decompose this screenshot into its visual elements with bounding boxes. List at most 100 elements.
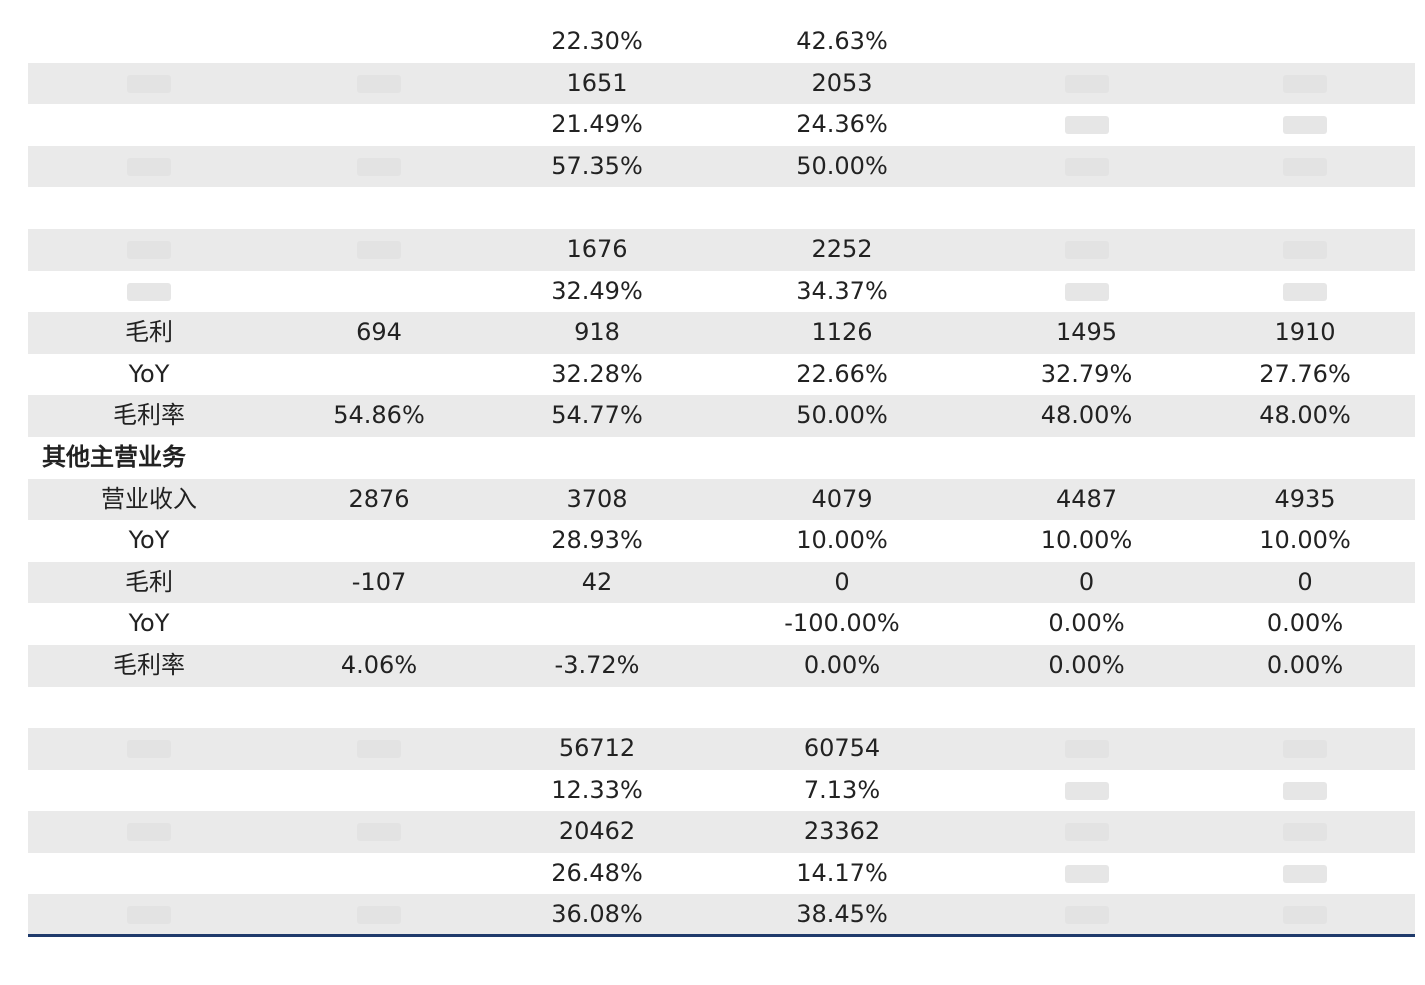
redacted-value bbox=[127, 157, 171, 176]
table-cell bbox=[1195, 770, 1415, 812]
row-label bbox=[28, 21, 270, 63]
table-cell bbox=[978, 63, 1195, 105]
row-label bbox=[28, 811, 270, 853]
redacted-value bbox=[357, 74, 401, 93]
redacted-value bbox=[1283, 864, 1327, 883]
redacted-value bbox=[1283, 282, 1327, 301]
row-label bbox=[28, 104, 270, 146]
row-label: 毛利率 bbox=[113, 401, 185, 430]
table-cell: 24.36% bbox=[796, 110, 888, 139]
table-cell: 42.63% bbox=[796, 27, 888, 55]
redacted-value bbox=[1064, 781, 1109, 800]
table-cell: 48.00% bbox=[1040, 401, 1133, 430]
table-cell: 4935 bbox=[1274, 484, 1336, 513]
redacted-value bbox=[1283, 740, 1327, 759]
redacted-value bbox=[357, 240, 401, 259]
table-cell bbox=[978, 187, 1195, 229]
table-cell: 34.37% bbox=[796, 276, 888, 305]
table-cell: 0 bbox=[1297, 567, 1313, 596]
table-cell: 0.00% bbox=[1266, 650, 1344, 679]
table-cell bbox=[978, 104, 1195, 146]
table-cell: 14.17% bbox=[796, 858, 888, 887]
table-cell: -107 bbox=[351, 567, 407, 596]
table-row: YoY 28.93% 10.00% 10.00% 10.00% bbox=[28, 520, 1415, 562]
row-label: 毛利 bbox=[125, 318, 173, 347]
table-cell: 1651 bbox=[566, 68, 628, 97]
table-cell bbox=[270, 770, 488, 812]
table-cell bbox=[1195, 229, 1415, 271]
table-row: 20462 23362 bbox=[28, 811, 1415, 853]
table-cell bbox=[1195, 687, 1415, 729]
redacted-value bbox=[127, 282, 171, 301]
table-cell bbox=[1195, 853, 1415, 895]
table-cell bbox=[270, 894, 488, 936]
table-cell bbox=[978, 853, 1195, 895]
table-row: 毛利率 4.06% -3.72% 0.00% 0.00% 0.00% bbox=[28, 644, 1415, 687]
redacted-value bbox=[1064, 240, 1109, 259]
table-cell: 4.06% bbox=[340, 650, 418, 679]
table-cell bbox=[1195, 146, 1415, 188]
table-cell: 2053 bbox=[811, 68, 873, 97]
table-cell: 54.86% bbox=[333, 401, 425, 430]
table-cell bbox=[270, 354, 488, 396]
table-cell bbox=[270, 21, 488, 63]
table-row bbox=[28, 687, 1415, 729]
table-cell bbox=[978, 770, 1195, 812]
redacted-value bbox=[357, 906, 401, 925]
table-cell bbox=[1195, 21, 1415, 63]
redacted-value bbox=[127, 74, 171, 93]
table-cell bbox=[706, 187, 978, 229]
table-cell: 0.00% bbox=[803, 650, 881, 679]
table-cell bbox=[488, 437, 706, 479]
table-cell: 694 bbox=[356, 318, 402, 347]
table-cell: 32.79% bbox=[1040, 359, 1133, 388]
table-cell bbox=[270, 63, 488, 105]
redacted-value bbox=[1283, 74, 1327, 93]
table-cell: 27.76% bbox=[1259, 359, 1351, 388]
redacted-value bbox=[1064, 157, 1109, 176]
table-cell bbox=[1195, 271, 1415, 313]
table-row: 12.33% 7.13% bbox=[28, 770, 1415, 812]
financial-table: 22.30% 42.63% 1651 2053 21.49% 24.36% 57.35% 50… bbox=[28, 21, 1415, 937]
table-cell: 1910 bbox=[1274, 318, 1336, 347]
table-cell bbox=[978, 229, 1195, 271]
table-cell: 22.30% bbox=[551, 27, 643, 55]
table-cell bbox=[1195, 104, 1415, 146]
table-row: 毛利 694 918 1126 1495 1910 bbox=[28, 312, 1415, 354]
table-cell bbox=[978, 894, 1195, 936]
table-row: 毛利率 54.86% 54.77% 50.00% 48.00% 48.00% bbox=[28, 395, 1415, 437]
row-label: 毛利率 bbox=[113, 650, 185, 679]
table-row: 22.30% 42.63% bbox=[28, 21, 1415, 63]
redacted-value bbox=[1064, 282, 1109, 301]
row-label: YoY bbox=[128, 526, 170, 555]
table-cell: 28.93% bbox=[551, 526, 643, 555]
table-cell: 1495 bbox=[1055, 318, 1118, 347]
row-label bbox=[28, 229, 270, 271]
table-cell: 0.00% bbox=[1266, 609, 1344, 638]
table-row: 其他主营业务 bbox=[28, 437, 1415, 479]
table-cell bbox=[1195, 728, 1415, 770]
table-cell bbox=[270, 687, 488, 729]
table-cell bbox=[706, 437, 978, 479]
table-cell: 32.49% bbox=[551, 276, 643, 305]
table-cell: 0 bbox=[834, 567, 850, 596]
table-cell bbox=[270, 104, 488, 146]
table-cell bbox=[978, 146, 1195, 188]
table-row: 21.49% 24.36% bbox=[28, 104, 1415, 146]
row-label bbox=[28, 853, 270, 895]
table-cell bbox=[978, 271, 1195, 313]
table-row: 1676 2252 bbox=[28, 228, 1415, 271]
redacted-value bbox=[127, 906, 171, 925]
table-cell bbox=[978, 687, 1195, 729]
table-cell bbox=[270, 603, 488, 645]
table-cell bbox=[488, 603, 706, 645]
row-label bbox=[28, 437, 270, 479]
redacted-value bbox=[1064, 74, 1109, 93]
table-cell: 10.00% bbox=[1040, 526, 1133, 555]
row-label: 毛利 bbox=[125, 567, 173, 596]
row-label bbox=[28, 728, 270, 770]
table-cell bbox=[1195, 894, 1415, 936]
table-cell bbox=[978, 811, 1195, 853]
table-cell: -100.00% bbox=[784, 609, 900, 638]
table-cell: 38.45% bbox=[796, 900, 888, 929]
